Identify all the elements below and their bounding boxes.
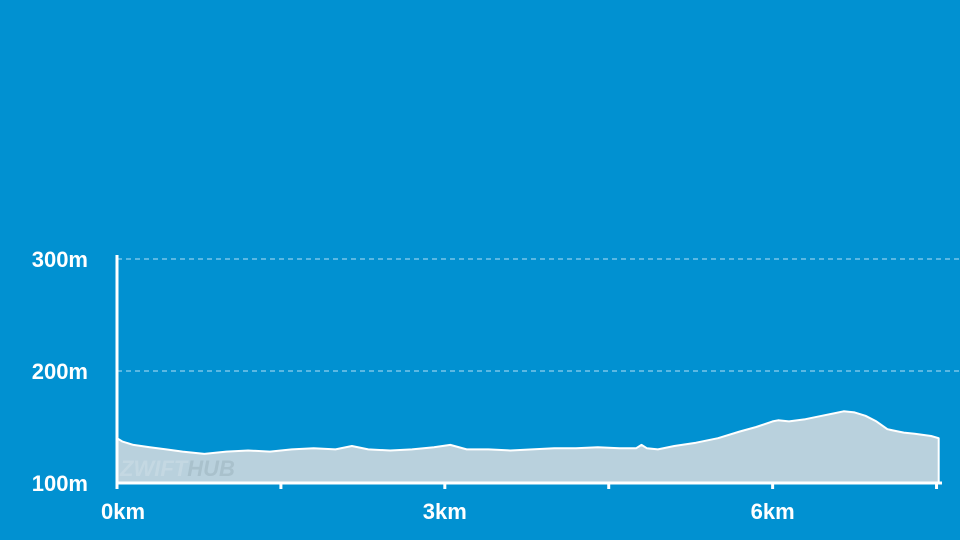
y-tick-label-100: 100m: [32, 471, 88, 496]
grid-lines: [117, 258, 960, 372]
axes: [115, 255, 942, 489]
watermark-zwift-text: ZWIFT: [119, 456, 189, 481]
y-tick-label-300: 300m: [32, 247, 88, 272]
y-tick-label-200: 200m: [32, 359, 88, 384]
watermark-logo: ZWIFTHUB: [119, 456, 235, 481]
watermark-hub-text: HUB: [187, 456, 235, 481]
elevation-area: [116, 410, 940, 484]
tick-labels: 300m 200m 100m 0km 3km 6km: [32, 247, 795, 524]
x-tick-label-6: 6km: [751, 499, 795, 524]
x-tick-label-3: 3km: [423, 499, 467, 524]
x-tick-label-0: 0km: [101, 499, 145, 524]
